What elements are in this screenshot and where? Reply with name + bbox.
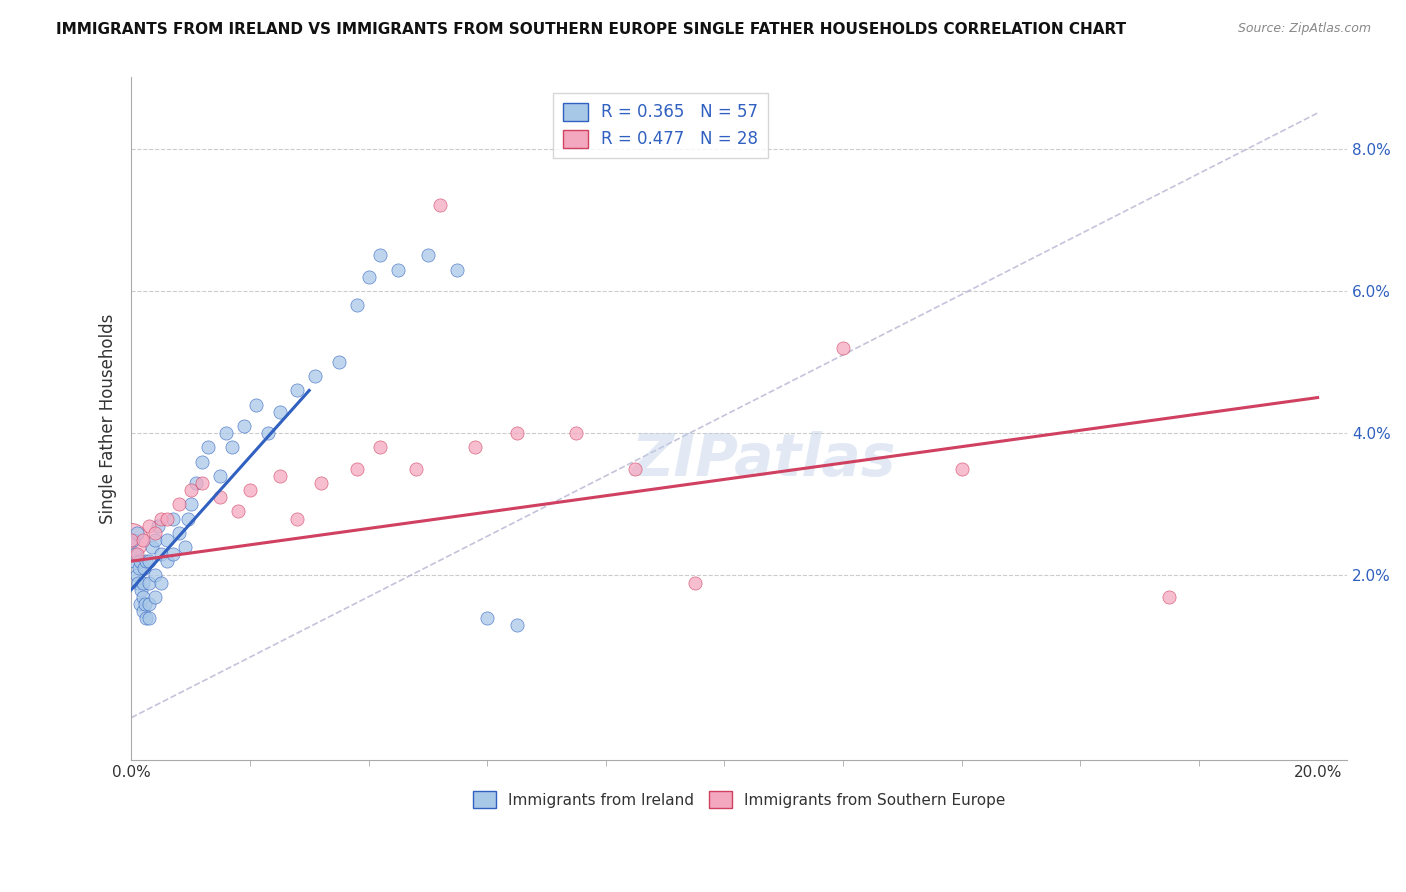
Point [134,597,156,611]
Point [191,475,214,490]
Point [149,547,172,561]
Point [405,461,427,475]
Point [221,441,243,455]
Text: Source: ZipAtlas.com: Source: ZipAtlas.com [1237,22,1371,36]
Point [176,511,198,525]
Point [129,554,152,568]
Point [370,248,392,262]
Point [132,533,155,547]
Point [162,547,184,561]
Point [129,597,152,611]
Point [209,468,232,483]
Point [285,511,308,525]
Point [138,518,160,533]
Point [186,475,208,490]
Point [167,497,190,511]
Point [209,490,232,504]
Point [683,575,706,590]
Point [138,611,160,625]
Point [156,554,179,568]
Point [135,611,157,625]
Point [475,611,498,625]
Point [387,262,409,277]
Point [122,554,145,568]
Point [226,504,249,518]
Point [143,525,166,540]
Point [256,426,278,441]
Point [950,461,973,475]
Point [304,369,326,384]
Point [120,533,142,547]
Text: ZIPatlas: ZIPatlas [631,432,896,489]
Point [832,341,855,355]
Point [197,441,219,455]
Point [156,511,179,525]
Point [285,384,308,398]
Point [128,561,150,575]
Point [269,405,291,419]
Text: IMMIGRANTS FROM IRELAND VS IMMIGRANTS FROM SOUTHERN EUROPE SINGLE FATHER HOUSEHO: IMMIGRANTS FROM IRELAND VS IMMIGRANTS FR… [56,22,1126,37]
Point [132,575,155,590]
Point [565,426,588,441]
Point [127,547,149,561]
Point [131,582,153,597]
Point [124,547,146,561]
Point [132,604,155,618]
Point [135,554,157,568]
Point [132,590,155,604]
Point [416,248,439,262]
Point [141,540,163,554]
Point [138,554,160,568]
Point [138,575,160,590]
Point [357,269,380,284]
Legend: Immigrants from Ireland, Immigrants from Southern Europe: Immigrants from Ireland, Immigrants from… [467,785,1012,814]
Point [127,568,149,582]
Point [624,461,647,475]
Point [429,198,451,212]
Point [346,298,368,312]
Point [245,398,267,412]
Point [134,561,156,575]
Point [328,355,350,369]
Point [239,483,262,497]
Point [149,575,172,590]
Point [143,590,166,604]
Point [506,426,529,441]
Point [370,441,392,455]
Point [191,454,214,468]
Y-axis label: Single Father Households: Single Father Households [100,314,117,524]
Point [156,533,179,547]
Point [143,533,166,547]
Point [180,483,202,497]
Point [127,575,149,590]
Point [138,597,160,611]
Point [233,419,256,434]
Point [127,525,149,540]
Point [120,533,142,547]
Point [122,533,145,547]
Point [180,497,202,511]
Point [346,461,368,475]
Point [162,511,184,525]
Point [167,525,190,540]
Point [446,262,468,277]
Point [149,511,172,525]
Point [269,468,291,483]
Point [309,475,332,490]
Point [506,618,529,632]
Point [464,441,486,455]
Point [173,540,195,554]
Point [143,568,166,582]
Point [215,426,238,441]
Point [1159,590,1181,604]
Point [146,518,169,533]
